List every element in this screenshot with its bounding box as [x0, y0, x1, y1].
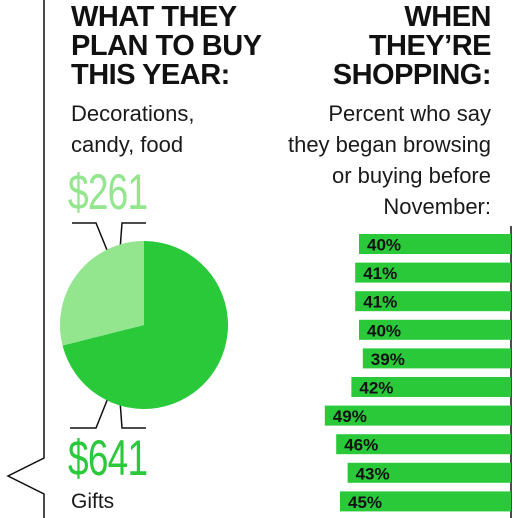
right-subheading: Percent who say they began browsing or b… — [288, 98, 491, 222]
bar — [359, 319, 511, 340]
left-subheading-line: candy, food — [71, 132, 184, 157]
left-subheading-line: Decorations, — [71, 101, 195, 126]
pie-chart — [60, 241, 229, 409]
bar-value-label: 46% — [344, 436, 378, 455]
right-heading-line: SHOPPING: — [332, 59, 492, 91]
right-subheading-line: or buying before — [332, 163, 491, 188]
left-heading-line: WHAT THEY — [71, 1, 237, 33]
bar — [362, 348, 511, 369]
bar-value-label: 39% — [371, 350, 405, 369]
bar — [351, 377, 511, 397]
bar — [336, 434, 511, 455]
bar-value-label: 42% — [359, 379, 393, 398]
bar-value-label: 43% — [356, 464, 390, 483]
right-heading-line: WHEN — [404, 1, 491, 33]
gifts-amount: $641 — [68, 430, 148, 486]
bar-chart: 40% 41% 41% 40% 39% 42% 49% 46% 43% 45% — [324, 234, 511, 512]
bar — [324, 405, 511, 426]
right-subheading-line: Percent who say — [328, 101, 491, 126]
right-heading: WHEN THEY’RE SHOPPING: — [332, 1, 492, 91]
bar — [355, 291, 511, 312]
bar-value-label: 41% — [363, 293, 397, 312]
bar — [359, 234, 511, 254]
left-bracket-line — [6, 0, 45, 518]
decorations-amount: $261 — [68, 164, 148, 220]
bar-value-label: 49% — [333, 407, 367, 426]
right-subheading-line: November: — [383, 194, 491, 219]
left-heading-line: THIS YEAR: — [71, 59, 230, 91]
bar — [355, 262, 511, 283]
left-heading-line: PLAN TO BUY — [71, 30, 262, 62]
pie-slice-decorations — [60, 241, 144, 346]
left-subheading: Decorations, candy, food — [71, 98, 195, 160]
bar-value-label: 41% — [363, 264, 397, 283]
bar-value-label: 40% — [367, 236, 401, 255]
bar — [340, 491, 511, 512]
right-subheading-line: they began browsing — [287, 132, 491, 157]
pie-slice-gifts — [62, 241, 229, 409]
right-heading-line: THEY’RE — [368, 30, 492, 62]
gifts-label: Gifts — [71, 490, 115, 513]
bar-value-label: 40% — [367, 321, 401, 340]
bar-value-label: 45% — [348, 493, 382, 512]
bar — [347, 462, 511, 483]
left-heading: WHAT THEY PLAN TO BUY THIS YEAR: — [71, 3, 262, 90]
